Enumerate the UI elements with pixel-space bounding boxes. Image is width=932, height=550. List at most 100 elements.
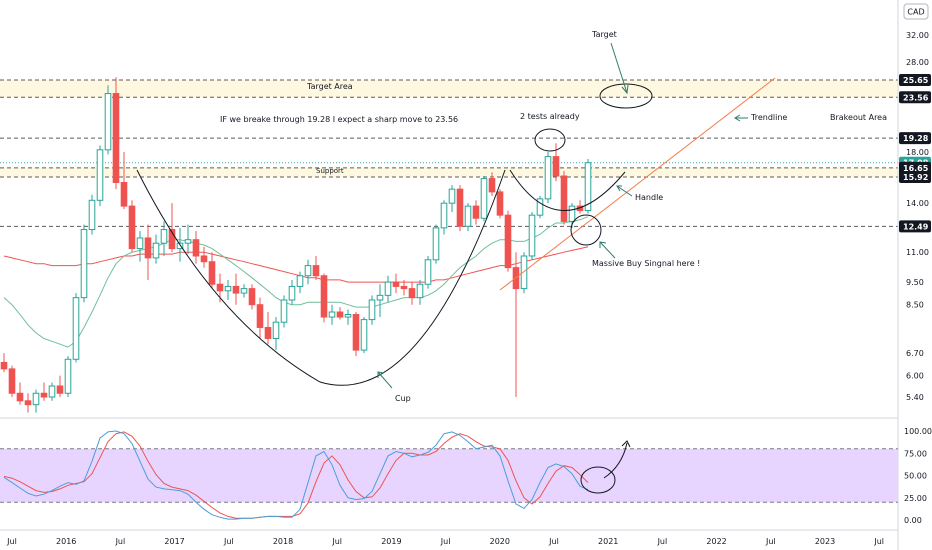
candle-body — [376, 294, 384, 301]
candle[interactable] — [560, 170, 568, 225]
candle[interactable] — [320, 273, 328, 323]
candle[interactable] — [272, 317, 280, 351]
candle[interactable] — [136, 231, 144, 262]
candle[interactable] — [32, 389, 40, 413]
candle[interactable] — [544, 152, 552, 204]
candle[interactable] — [8, 365, 16, 397]
fast-moving-average — [3, 216, 589, 348]
candle[interactable] — [120, 152, 128, 210]
candle[interactable] — [0, 353, 8, 373]
handle-arrow — [616, 185, 633, 197]
time-axis[interactable]: Jul 2016 Jul 2017 Jul 2018 Jul 2019 Jul 2020 Jul 20… — [6, 537, 884, 546]
candle[interactable] — [368, 295, 376, 325]
candle[interactable] — [224, 279, 232, 300]
candle[interactable] — [464, 203, 472, 232]
currency-badge[interactable] — [903, 3, 929, 20]
candle[interactable] — [112, 77, 120, 190]
candle[interactable] — [304, 259, 312, 285]
candle[interactable] — [424, 255, 432, 289]
candle[interactable] — [440, 200, 448, 235]
candle-body — [232, 285, 240, 294]
candle[interactable] — [472, 200, 480, 225]
candle-body — [248, 288, 256, 306]
candle[interactable] — [400, 279, 408, 296]
candle[interactable] — [232, 273, 240, 305]
candle[interactable] — [200, 246, 208, 268]
candle[interactable] — [376, 284, 384, 318]
candle[interactable] — [168, 203, 176, 253]
candle[interactable] — [312, 255, 320, 280]
candle[interactable] — [520, 252, 528, 294]
candle[interactable] — [80, 224, 88, 303]
candle[interactable] — [496, 189, 504, 219]
candle[interactable] — [184, 224, 192, 255]
candle[interactable] — [352, 312, 360, 357]
candle[interactable] — [288, 279, 296, 305]
candle[interactable] — [480, 176, 488, 222]
candle-body — [64, 358, 72, 394]
time-tick-label: Jul — [765, 537, 776, 546]
horizontal-levels — [0, 79, 898, 227]
candle[interactable] — [328, 304, 336, 325]
candle[interactable] — [408, 282, 416, 305]
candle[interactable] — [96, 145, 104, 207]
candle[interactable] — [192, 231, 200, 264]
candle[interactable] — [144, 224, 152, 280]
candle[interactable] — [248, 284, 256, 310]
target-ellipse — [599, 83, 653, 109]
target-arrow-head — [621, 84, 629, 95]
candle-body — [536, 198, 544, 216]
candle[interactable] — [344, 309, 352, 325]
stoch-k-line — [3, 430, 589, 520]
candle-body — [112, 93, 120, 183]
candle-body — [224, 285, 232, 292]
oscillator-pane[interactable] — [0, 430, 898, 520]
candle[interactable] — [296, 271, 304, 294]
candle[interactable] — [336, 307, 344, 320]
candle-body — [176, 242, 184, 250]
candle[interactable] — [72, 293, 80, 363]
time-tick-label: 2021 — [598, 537, 618, 546]
candle[interactable] — [456, 185, 464, 232]
candle[interactable] — [56, 375, 64, 397]
candle[interactable] — [416, 279, 424, 305]
candle[interactable] — [384, 275, 392, 303]
candles[interactable] — [0, 77, 592, 413]
candle[interactable] — [88, 194, 96, 235]
candle-body — [280, 299, 288, 323]
candle[interactable] — [488, 172, 496, 197]
candle[interactable] — [64, 356, 72, 397]
candle[interactable] — [552, 143, 560, 182]
candle-body — [56, 385, 64, 394]
candle[interactable] — [48, 382, 56, 401]
candle-body — [192, 239, 200, 257]
candle[interactable] — [280, 295, 288, 328]
price-tick-label: 28.00 — [906, 58, 929, 67]
price-axis[interactable]: 32.00 28.00 18.00 14.00 11.00 9.50 8.50 6.70 6.0… — [906, 31, 929, 402]
level-tag-box — [899, 132, 931, 145]
candle[interactable] — [264, 312, 272, 345]
candle[interactable] — [128, 200, 136, 253]
candle[interactable] — [104, 85, 112, 155]
candle[interactable] — [160, 221, 168, 256]
candle-body — [312, 265, 320, 277]
candle[interactable] — [528, 212, 536, 260]
zones — [0, 80, 898, 178]
candle[interactable] — [536, 196, 544, 219]
candle[interactable] — [240, 284, 248, 298]
candle[interactable] — [16, 382, 24, 405]
candle[interactable] — [392, 273, 400, 294]
candle[interactable] — [24, 393, 32, 413]
candle[interactable] — [256, 297, 264, 339]
cup-curve — [136, 169, 506, 386]
candle[interactable] — [448, 185, 456, 213]
candle[interactable] — [152, 234, 160, 264]
time-tick-label: 2020 — [490, 537, 510, 546]
candle[interactable] — [504, 210, 512, 272]
candle[interactable] — [208, 252, 216, 289]
candle[interactable] — [40, 382, 48, 401]
candle[interactable] — [360, 317, 368, 354]
time-tick-label: Jul — [440, 537, 451, 546]
candle[interactable] — [432, 224, 440, 264]
